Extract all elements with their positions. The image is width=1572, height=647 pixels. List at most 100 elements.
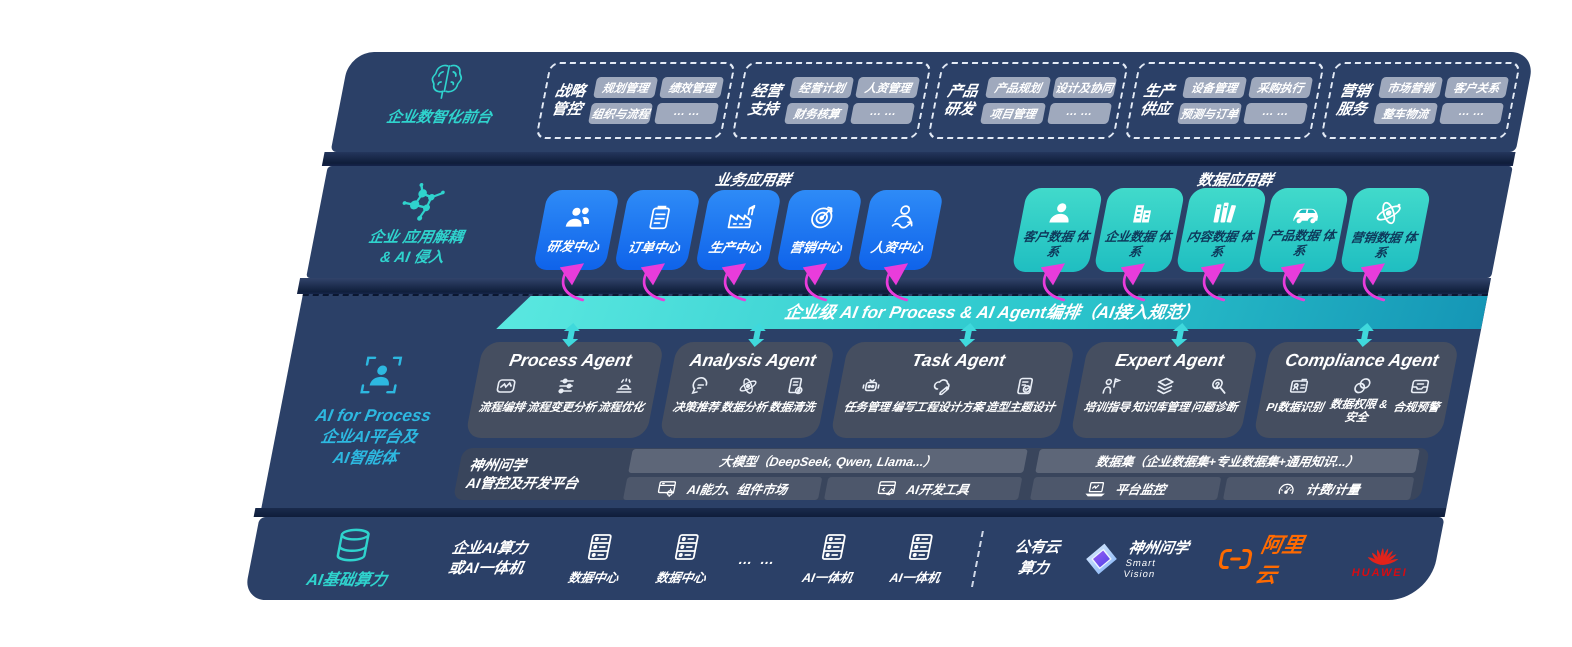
factory-icon <box>727 204 756 229</box>
front-groups: 战略管控 规划管理 绩效管理 组织与流程 … … 经营支持 经营计划 人资管理 … <box>535 62 1522 139</box>
app-box-label: 人资中心 <box>869 240 925 255</box>
aliyun-wordmark: 阿里云 <box>1253 533 1306 587</box>
users-icon <box>565 207 590 227</box>
layer-infrastructure: AI基础算力 企业AI算力 或AI一体机 数据中心 数据中心 … … AI一体机 <box>243 517 1445 600</box>
atom-mini-icon <box>739 378 757 394</box>
agent-item-label: 合规预警 <box>1392 402 1441 414</box>
data-box-content: 内容数据 体系 <box>1175 188 1268 272</box>
brain-icon <box>431 64 463 99</box>
connector-arrows <box>559 263 1386 302</box>
layer-ai-platform: 企业级 AI for Process & AI Agent编排（AI接入规范） … <box>261 294 1488 508</box>
alert-tray-icon <box>1411 379 1430 394</box>
app-box-label: 研发中心 <box>545 239 601 254</box>
chip: 绩效管理 <box>659 77 725 98</box>
double-arrow-icon <box>748 323 766 347</box>
agent-title: Process Agent <box>507 350 634 370</box>
app-box-label: 营销中心 <box>788 240 844 255</box>
agent-item-label: 流程编排 <box>477 402 526 414</box>
chip: … … <box>1046 103 1112 124</box>
hr-icon <box>891 205 913 229</box>
chip: 经营计划 <box>789 77 855 98</box>
bot-icon <box>862 379 880 392</box>
app-box-marketing-center: 营销中心 <box>775 190 864 270</box>
agent-item-label: 编写工程设计方案 <box>890 402 985 414</box>
ai-for-process-label: AI for Process <box>313 406 433 425</box>
enterprise-compute-label: 企业AI算力 或AI一体机 <box>446 540 529 577</box>
agent-title: Compliance Agent <box>1283 350 1441 370</box>
platform-cell-monitoring: 平台监控 <box>1030 476 1222 500</box>
ai-for-process-label-block: AI for Process 企业AI平台及 AI智能体 <box>277 354 471 470</box>
agent-analysis: Analysis Agent 决策推荐 数据分析 数据清洗 <box>658 342 836 438</box>
platform-model-group: 大模型（DeepSeek, Qwen, Llama...） AI能力、组件市场 … <box>623 448 1029 500</box>
data-box-label: 内容数据 体系 <box>1185 230 1255 259</box>
order-icon <box>649 205 670 230</box>
front-group-strategy: 战略管控 规划管理 绩效管理 组织与流程 … … <box>535 62 737 139</box>
node-ai-appliance-2: AI一体机 <box>870 532 968 586</box>
tablet-check-icon <box>1016 377 1033 395</box>
chip: 规划管理 <box>593 77 659 98</box>
app-box-label: 生产中心 <box>707 240 763 255</box>
platform-cell-capability-market: AI能力、组件市场 <box>623 476 823 500</box>
smart-vision-logo: 神州问学 Smart Vision <box>1080 537 1193 580</box>
agent-item-label: 造型主题设计 <box>984 402 1056 414</box>
agent-title: Expert Agent <box>1113 350 1226 370</box>
building-icon <box>1133 205 1152 223</box>
window-gear-icon <box>658 480 677 497</box>
dataset-bar: 数据集（企业数据集+专业数据集+通用知识...） <box>1035 448 1420 473</box>
platform-panel: 神州问学 AI管控及开发平台 大模型（DeepSeek, Qwen, Llama… <box>452 448 1431 500</box>
server-icon <box>821 533 846 560</box>
node-datacenter-1: 数据中心 <box>548 532 646 586</box>
agent-item-label: 数据权限 & 安全 <box>1328 399 1389 425</box>
group-title: 生产供应 <box>1138 83 1176 118</box>
chip: 产品规划 <box>985 77 1051 98</box>
data-box-label: 客户数据 体系 <box>1021 230 1091 259</box>
decouple-label-line1: 企业 应用解耦 <box>367 229 465 246</box>
app-box-rd-center: 研发中心 <box>532 190 621 270</box>
agent-expert: Expert Agent 培训指导 知识库管理 问题诊断 <box>1069 342 1259 438</box>
car-icon <box>1293 208 1319 224</box>
window-tools-icon <box>877 480 896 495</box>
group-title: 经营支持 <box>746 83 784 118</box>
model-bar: 大模型（DeepSeek, Qwen, Llama...） <box>628 448 1029 473</box>
node-ai-appliance-1: AI一体机 <box>782 532 880 586</box>
ai-platform-label-line2: AI智能体 <box>331 449 399 467</box>
public-cloud-label: 公有云 算力 <box>1013 539 1062 577</box>
agent-item-label: PI数据识别 <box>1265 402 1325 414</box>
front-group-supply: 生产供应 设备管理 采购执行 预测与订单 … … <box>1123 62 1325 139</box>
doc-gear-icon <box>788 377 803 395</box>
architecture-stage: 企业数智化前台 战略管控 规划管理 绩效管理 组织与流程 … … 经营支持 经营… <box>243 52 1535 600</box>
chip: 采购执行 <box>1247 77 1313 98</box>
scan-person-icon <box>360 356 403 394</box>
cloud-pen-icon <box>933 379 950 396</box>
smart-vision-diamond-icon <box>1086 543 1117 574</box>
agent-task: Task Agent 任务管理 编写工程设计方案 造型主题设计 <box>829 342 1076 438</box>
decouple-label-block: 企业 应用解耦 & AI 侵入 <box>326 182 511 269</box>
platform-cell-billing: 计费/计量 <box>1223 476 1415 500</box>
rings-icon <box>1354 378 1371 394</box>
chip: 客户关系 <box>1443 77 1510 98</box>
agents-row: Process Agent 流程编排 流程变更分析 流程优化 <box>464 342 1461 438</box>
node-label: 数据中心 <box>567 570 620 585</box>
layer-digital-front: 企业数智化前台 战略管控 规划管理 绩效管理 组织与流程 … … 经营支持 经营… <box>330 52 1535 152</box>
chip: … … <box>654 103 720 124</box>
platform-cell-label: 平台监控 <box>1114 482 1167 497</box>
app-box-label: 订单中心 <box>626 240 682 255</box>
huawei-flower-icon <box>1367 547 1399 565</box>
front-group-product: 产品研发 产品规划 设计及协同 项目管理 … … <box>927 62 1129 139</box>
database-icon <box>337 528 371 561</box>
group-title: 战略管控 <box>550 83 587 118</box>
agent-item-label: 任务管理 <box>842 402 891 414</box>
atom-icon <box>1376 201 1401 225</box>
front-group-marketing: 营销服务 市场营销 客户关系 整车物流 … … <box>1319 62 1522 139</box>
sliders-icon <box>557 378 574 394</box>
agent-item-label: 数据清洗 <box>767 402 816 414</box>
server-icon <box>675 533 699 560</box>
node-label: 数据中心 <box>654 570 708 585</box>
slab-edge <box>321 152 1516 166</box>
optimize-icon <box>616 378 632 393</box>
chip: 预测与订单 <box>1176 103 1242 124</box>
business-apps-row: 研发中心 订单中心 生产中心 <box>532 190 945 270</box>
double-arrow-icon <box>562 323 580 347</box>
huawei-logo: HUAWEI <box>1351 539 1415 579</box>
